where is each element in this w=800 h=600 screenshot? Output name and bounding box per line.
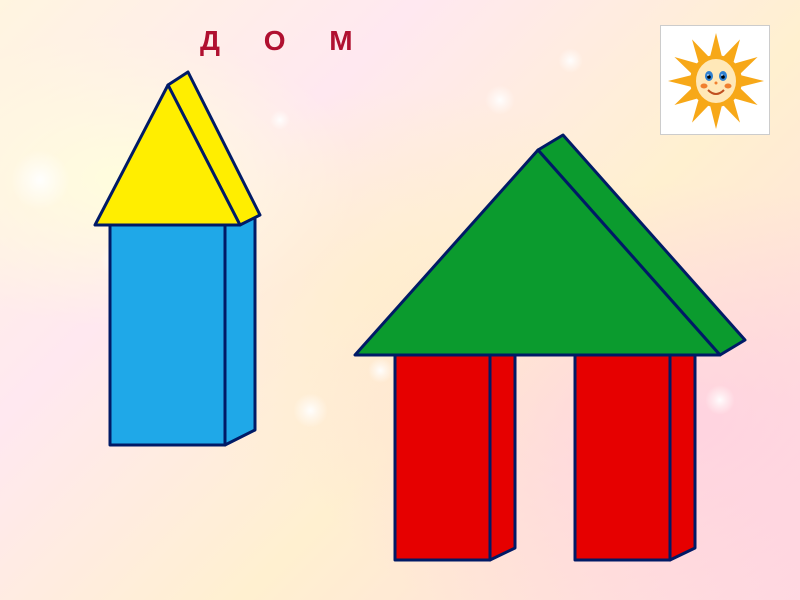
houses-diagram xyxy=(0,0,800,600)
small-house xyxy=(95,72,260,445)
large-house xyxy=(355,135,745,560)
